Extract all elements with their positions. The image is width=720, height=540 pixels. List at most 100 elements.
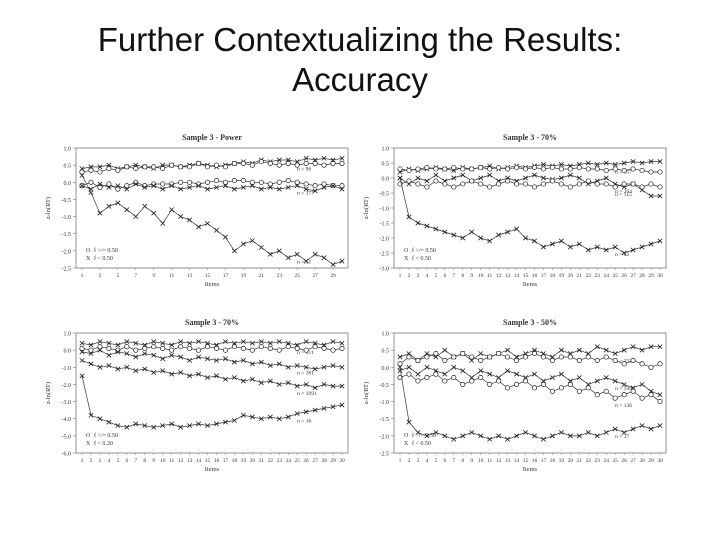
data-point-circle (160, 181, 166, 187)
data-point-cross (106, 340, 112, 346)
data-point-cross (106, 352, 112, 358)
data-point-cross (205, 423, 210, 429)
data-point-cross (303, 258, 309, 264)
data-point-circle (469, 354, 475, 360)
series-line (81, 375, 343, 428)
data-point-cross (205, 186, 210, 192)
data-point-cross (558, 238, 564, 244)
data-point-circle (204, 344, 211, 350)
data-point-circle (612, 166, 618, 172)
x-tick-label: 2 (408, 273, 411, 279)
data-point-circle (558, 385, 564, 391)
data-point-cross (151, 183, 157, 189)
data-point-circle (187, 164, 193, 170)
x-tick-label: 5 (116, 458, 119, 464)
data-point-cross (187, 217, 193, 223)
data-point-circle (339, 345, 345, 351)
data-point-cross (657, 344, 663, 350)
data-point-cross (648, 241, 654, 247)
x-tick-label: 22 (586, 458, 592, 464)
data-point-cross (478, 235, 484, 241)
data-point-circle (442, 378, 448, 384)
chart-svg-2: Sample 3 - 70% 1.0 0.0 -1.0 -2.0 -3.0 -4.0 -5.0… (45, 318, 349, 473)
x-tick-label: 3 (99, 273, 102, 279)
data-point-circle (496, 181, 502, 187)
x-tick-label: 18 (232, 458, 238, 464)
data-point-cross (115, 366, 121, 372)
series-n-label: n = 86 (297, 167, 311, 173)
data-point-circle (267, 181, 273, 187)
data-point-cross (576, 433, 582, 439)
chart-panel-sample-3-70-a: Sample 3 - 70% 1.0 0.5 0.0 -0.5 -1.0 -1.5 -2.0 -… (360, 128, 676, 303)
data-point-cross (187, 340, 193, 346)
data-point-cross (496, 433, 502, 439)
data-point-cross (424, 364, 430, 370)
data-point-circle (657, 184, 663, 190)
data-point-cross (657, 193, 663, 199)
data-point-cross (433, 226, 439, 232)
data-point-cross (276, 248, 282, 254)
y-tick-label: 0.0 (64, 181, 72, 187)
data-point-cross (558, 162, 564, 167)
x-tick-label: 29 (648, 273, 654, 279)
data-point-circle (442, 181, 448, 187)
x-tick-label: 11 (169, 273, 175, 279)
data-point-circle (549, 388, 555, 394)
data-point-cross (97, 181, 103, 187)
x-tick-label: 21 (259, 458, 265, 464)
legend-label: f < 0.50 (412, 440, 431, 447)
data-point-cross (630, 426, 636, 432)
legend-label: f >/= 0.50 (412, 247, 436, 254)
data-point-circle (603, 354, 609, 360)
data-point-circle (478, 181, 484, 187)
data-point-cross (442, 229, 448, 235)
data-point-circle (603, 388, 609, 394)
data-point-circle (312, 183, 318, 189)
data-point-cross (178, 186, 184, 192)
data-point-circle (531, 351, 538, 357)
x-tick-label: 20 (250, 458, 256, 464)
data-point-cross (460, 172, 466, 178)
x-tick-label: 17 (223, 458, 229, 464)
data-point-cross (133, 181, 139, 187)
data-point-cross (285, 380, 291, 386)
data-point-circle (487, 354, 493, 360)
data-point-circle (124, 164, 130, 170)
series-n-label: n = 136 (615, 403, 632, 409)
data-point-cross (330, 262, 336, 268)
data-point-cross (249, 238, 255, 244)
data-point-circle (478, 164, 484, 171)
data-point-circle (657, 361, 663, 367)
data-point-cross (169, 342, 175, 348)
data-point-circle (603, 167, 609, 174)
data-point-cross (124, 424, 130, 430)
data-point-circle (124, 183, 130, 189)
data-point-cross (567, 433, 573, 439)
data-point-cross (415, 220, 421, 226)
x-tick-label: 5 (434, 458, 437, 464)
x-tick-label: 13 (505, 458, 511, 464)
chart-title: Sample 3 - 70% (503, 133, 557, 142)
slide-title: Further Contextualizing the Results: Acc… (40, 20, 680, 100)
series-4: n = 16 (79, 373, 345, 430)
data-point-cross (339, 186, 345, 192)
data-point-cross (303, 339, 309, 345)
y-tick-label: 1.0 (64, 147, 72, 153)
data-point-cross (222, 419, 228, 425)
data-point-cross (285, 184, 291, 190)
x-tick-label: 29 (330, 458, 336, 464)
data-point-cross (240, 241, 246, 247)
y-tick-label: -1.0 (62, 215, 72, 221)
data-point-circle (576, 388, 582, 394)
series-n-label: n = 37 (615, 434, 629, 440)
x-tick-label: 27 (312, 273, 318, 279)
data-point-circle (178, 344, 184, 350)
data-point-cross (240, 184, 246, 190)
data-point-cross (339, 402, 345, 408)
data-point-cross (478, 175, 484, 181)
x-tick-label: 5 (434, 273, 437, 279)
data-point-circle (558, 166, 564, 172)
x-tick-label: 20 (568, 273, 574, 279)
y-axis-label: z-ln(RT) (363, 382, 370, 404)
